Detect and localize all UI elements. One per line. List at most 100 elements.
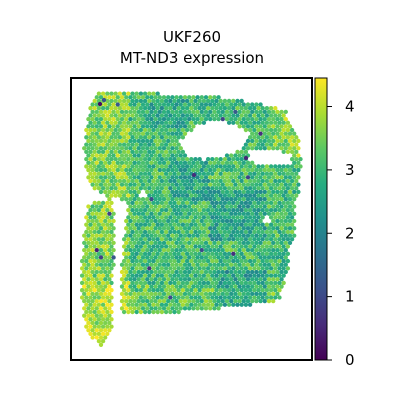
expression-spot (96, 215, 102, 220)
expression-spot (262, 233, 267, 238)
expression-spot (208, 277, 213, 282)
expression-spot (132, 306, 137, 311)
expression-spot (235, 222, 240, 227)
expression-spot (103, 255, 108, 260)
expression-spot (233, 109, 238, 114)
expression-spot (79, 280, 85, 286)
expression-spot (285, 171, 291, 176)
expression-spot (170, 269, 175, 275)
expression-spot (103, 284, 108, 289)
expression-spot (168, 251, 173, 256)
expression-spot (161, 204, 167, 209)
expression-spot (252, 186, 257, 191)
expression-spot (212, 269, 217, 275)
expression-spot (254, 131, 259, 136)
expression-spot (163, 237, 169, 242)
expression-spot (138, 215, 144, 220)
expression-spot (197, 258, 202, 264)
expression-spot (233, 102, 238, 107)
expression-spot (130, 120, 135, 125)
expression-spot (193, 258, 198, 264)
expression-spot (103, 269, 108, 275)
expression-spot (289, 193, 295, 198)
expression-spot (92, 106, 97, 111)
expression-spot (103, 320, 108, 326)
expression-spot (216, 182, 221, 187)
expression-spot (138, 149, 144, 155)
expression-spot (109, 288, 114, 293)
expression-spot (273, 280, 278, 286)
expression-spot (224, 248, 230, 253)
expression-spot (92, 317, 97, 322)
expression-spot (157, 189, 162, 195)
expression-spot (166, 284, 171, 289)
expression-spot (124, 277, 129, 282)
expression-spot (180, 120, 186, 125)
expression-spot (94, 131, 99, 136)
expression-spot (115, 167, 120, 173)
expression-spot (111, 240, 116, 246)
expression-spot (153, 131, 158, 136)
expression-spot (252, 258, 257, 264)
expression-spot (115, 160, 120, 165)
expression-spot (174, 298, 179, 304)
expression-spot (189, 280, 194, 286)
expression-spot (147, 258, 152, 264)
expression-spot (220, 233, 225, 238)
expression-spot (92, 127, 97, 133)
expression-spot (163, 280, 169, 286)
expression-spot (111, 233, 116, 238)
expression-spot (216, 116, 221, 122)
expression-spot (107, 313, 112, 318)
expression-spot (155, 113, 160, 118)
expression-spot (111, 255, 116, 260)
expression-spot (174, 146, 179, 151)
expression-spot (222, 178, 228, 184)
expression-spot (130, 288, 135, 293)
expression-spot (210, 171, 215, 176)
expression-spot (224, 262, 230, 267)
expression-spot (189, 200, 194, 205)
expression-spot (178, 226, 183, 231)
expression-spot (151, 120, 156, 125)
expression-spot (258, 284, 263, 289)
expression-spot (161, 211, 167, 216)
expression-spot (210, 244, 215, 249)
expression-spot (289, 207, 295, 213)
expression-spot (109, 106, 114, 111)
expression-spot (247, 178, 253, 184)
expression-spot (174, 124, 179, 129)
expression-spot (222, 200, 228, 205)
expression-spot (218, 237, 223, 242)
expression-spot (168, 215, 173, 220)
expression-spot (157, 248, 162, 253)
expression-spot (161, 160, 167, 165)
expression-spot (180, 229, 186, 235)
expression-spot (147, 164, 152, 169)
expression-spot (260, 135, 265, 140)
expression-spot (224, 277, 230, 282)
expression-spot (84, 149, 89, 155)
expression-spot (136, 153, 141, 158)
expression-spot (199, 167, 204, 173)
expression-spot (187, 298, 192, 304)
expression-spot (105, 200, 110, 205)
expression-spot (264, 207, 270, 213)
expression-spot (250, 138, 255, 144)
expression-spot (163, 113, 169, 118)
expression-spot (149, 240, 154, 246)
expression-spot (273, 237, 278, 242)
expression-spot (128, 175, 133, 180)
expression-spot (289, 164, 295, 169)
expression-spot (184, 127, 190, 133)
expression-spot (264, 295, 270, 300)
expression-spot (281, 229, 286, 235)
expression-spot (214, 229, 219, 235)
expression-spot (88, 317, 93, 322)
expression-spot (212, 255, 217, 260)
expression-spot (247, 237, 253, 242)
expression-spot (226, 113, 232, 118)
expression-spot (256, 200, 261, 205)
expression-spot (147, 244, 152, 249)
expression-spot (205, 280, 211, 286)
